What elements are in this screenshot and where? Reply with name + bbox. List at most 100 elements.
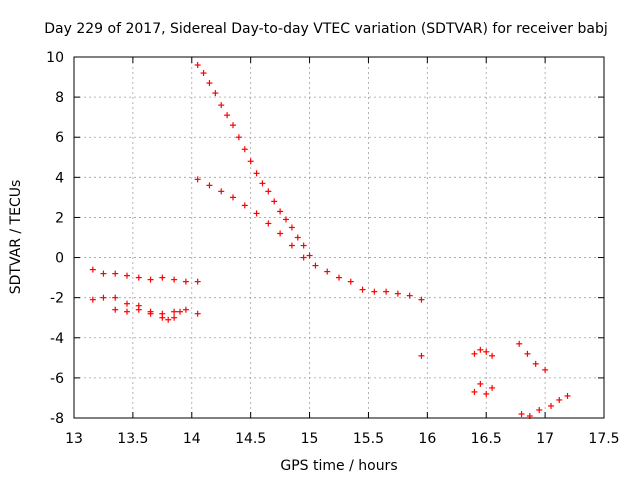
data-point [89,266,96,273]
y-tick-label: 6 [55,130,64,146]
series-arc-6 [418,352,425,359]
y-tick-label: 8 [55,90,64,106]
data-point [194,310,201,317]
data-point [294,234,301,241]
data-point [283,216,289,223]
data-point [265,188,272,195]
data-point [489,352,496,359]
data-point [259,180,266,187]
data-point [383,288,390,295]
data-point [165,316,172,323]
y-tick-label: -8 [50,411,64,427]
data-point [556,396,563,403]
data-point [100,294,107,301]
series-arc-1 [89,266,201,285]
data-point [483,390,490,397]
data-point [194,176,201,183]
x-axis-title: GPS time / hours [280,458,397,474]
x-tick-label: 17 [536,431,554,447]
data-points [89,62,571,419]
data-point [336,274,342,281]
data-point [212,90,219,97]
data-point [324,268,331,275]
x-tick-label: 16 [418,431,436,447]
data-point [124,272,130,279]
x-tick-label: 14 [183,431,201,447]
data-point [112,294,119,301]
data-point [135,274,142,281]
x-tick-label: 15 [301,431,319,447]
y-tick-label: 4 [55,170,64,186]
grid [74,57,604,418]
y-tick-label: -2 [50,291,64,307]
series-arc-5 [194,176,425,303]
data-point [124,308,130,315]
data-point [177,308,183,315]
axis-ticks: 13 13.5 14 14.5 15 15.5 16 16.5 17 17.5 -8 -6 -4 -2 0 2… [46,50,619,447]
y-tick-label: 0 [55,251,64,267]
data-point [171,314,178,321]
data-point [206,80,213,87]
data-point [418,296,425,303]
y-tick-label: -6 [50,371,64,387]
data-point [406,292,413,299]
data-point [235,134,242,141]
data-point [536,406,543,413]
data-point [277,230,284,237]
data-point [159,314,166,321]
data-point [241,202,248,209]
plot-frame [73,56,605,419]
data-point [312,262,319,269]
data-point [542,366,549,373]
series-arc-4 [194,62,313,259]
y-tick-label: 10 [46,50,64,66]
data-point [524,350,531,357]
data-point [124,300,130,307]
series-arc-7 [471,346,496,359]
data-point [241,146,248,153]
series-arc-3 [112,302,183,323]
data-point [277,208,284,215]
data-point [194,62,201,69]
x-tick-label: 15.5 [353,431,384,447]
y-axis-title: SDTVAR / TECUs [8,180,24,295]
data-point [194,278,201,285]
x-tick-label: 14.5 [235,431,266,447]
data-point [147,276,154,283]
data-point [532,360,539,367]
data-point [100,270,107,277]
data-point [253,170,260,177]
data-point [300,254,307,261]
data-point [271,198,278,205]
data-point [300,242,307,249]
data-point [182,306,189,313]
data-point [112,306,119,313]
x-tick-label: 16.5 [471,431,502,447]
data-point [347,278,354,285]
data-point [247,158,254,165]
data-point [182,278,189,285]
data-point [253,210,260,217]
data-point [518,410,525,417]
data-point [147,310,154,317]
data-point [112,270,119,277]
y-tick-label: 2 [55,210,64,226]
data-point [516,340,523,347]
data-point [288,224,295,231]
data-point [89,296,96,303]
data-point [483,348,490,355]
x-tick-label: 13.5 [117,431,148,447]
data-point [159,274,166,281]
data-point [548,402,554,409]
data-point [265,220,272,227]
data-point [359,286,366,293]
data-point [200,70,207,77]
data-point [171,308,178,315]
data-point [418,352,425,359]
data-point [230,194,236,201]
data-point [135,302,142,309]
series-arc-8 [471,380,496,397]
data-point [477,380,484,387]
data-point [394,290,401,297]
